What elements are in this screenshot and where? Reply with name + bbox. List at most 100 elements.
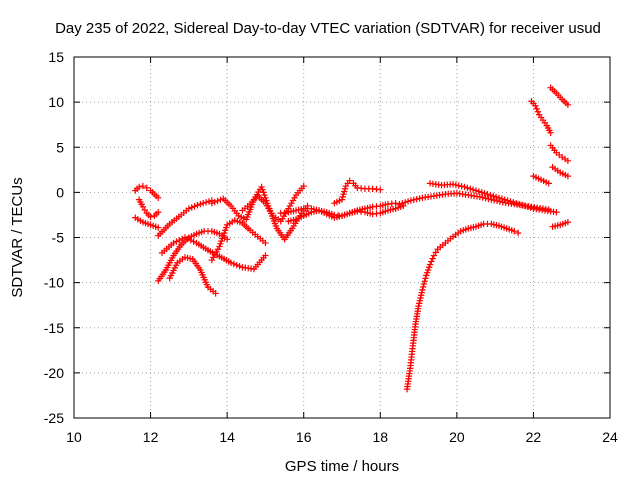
series-arc-b xyxy=(132,214,162,231)
x-axis-label: GPS time / hours xyxy=(285,458,399,475)
data-point-marker xyxy=(475,188,483,195)
series-arc-q xyxy=(528,98,554,137)
data-point-marker xyxy=(504,197,511,204)
data-point-marker xyxy=(188,204,195,211)
data-point-marker xyxy=(515,200,523,208)
data-point-marker xyxy=(212,290,219,297)
data-point-marker xyxy=(139,182,147,190)
series-arc-d xyxy=(155,197,216,239)
data-point-marker xyxy=(564,172,572,180)
data-point-marker xyxy=(421,277,428,285)
data-point-marker xyxy=(429,255,436,262)
y-tick-label: -15 xyxy=(44,320,64,336)
series-arc-v xyxy=(549,218,572,230)
x-tick-label: 16 xyxy=(296,429,312,445)
data-point-marker xyxy=(518,201,526,209)
data-point-marker xyxy=(197,200,204,208)
data-point-marker xyxy=(233,261,240,269)
series-arc-t xyxy=(530,172,552,187)
data-point-marker xyxy=(176,237,183,244)
y-tick-label: 10 xyxy=(48,94,64,110)
data-point-marker xyxy=(492,193,500,201)
y-tick-label: -10 xyxy=(44,275,64,291)
data-point-marker xyxy=(416,195,423,202)
data-point-marker xyxy=(147,213,154,220)
data-point-marker xyxy=(420,280,428,288)
series-arc-m xyxy=(331,177,384,207)
data-point-marker xyxy=(223,236,231,243)
series-arc-c xyxy=(135,196,162,220)
data-point-marker xyxy=(155,209,162,216)
x-tick-label: 14 xyxy=(219,429,235,445)
x-tick-labels: 10 12 14 16 18 20 22 24 xyxy=(66,429,618,445)
series-arc-n xyxy=(403,220,522,393)
series-arc-o xyxy=(396,190,552,213)
y-tick-label: 15 xyxy=(48,49,64,65)
x-tick-label: 18 xyxy=(372,429,388,445)
data-point-marker xyxy=(449,181,457,188)
data-points xyxy=(132,84,572,393)
x-tick-label: 22 xyxy=(526,429,542,445)
y-tick-label: -20 xyxy=(44,365,64,381)
data-point-marker xyxy=(524,203,531,211)
data-point-marker xyxy=(513,200,520,207)
data-point-marker xyxy=(534,108,542,115)
y-tick-label: 0 xyxy=(56,184,64,200)
grid-lines xyxy=(74,57,610,418)
data-point-marker xyxy=(194,202,201,209)
y-tick-labels: -25 -20 -15 -10 -5 0 5 10 15 xyxy=(44,49,64,426)
data-point-marker xyxy=(346,177,353,184)
data-point-marker xyxy=(507,198,514,205)
data-point-marker xyxy=(396,200,403,208)
data-point-marker xyxy=(532,102,539,109)
data-point-marker xyxy=(484,190,491,198)
data-point-marker xyxy=(419,283,427,291)
data-point-marker xyxy=(404,198,412,205)
data-point-marker xyxy=(455,182,462,189)
series-arc-p xyxy=(426,180,560,216)
data-point-marker xyxy=(510,199,517,206)
data-point-marker xyxy=(545,180,552,187)
data-point-marker xyxy=(135,183,143,191)
data-point-marker xyxy=(187,237,194,244)
axis-ticks xyxy=(73,56,611,419)
data-point-marker xyxy=(236,262,243,270)
data-point-marker xyxy=(527,204,534,211)
data-point-marker xyxy=(208,200,216,207)
data-point-marker xyxy=(514,229,522,237)
y-tick-label: 5 xyxy=(56,139,64,155)
data-point-marker xyxy=(178,235,186,243)
data-point-marker xyxy=(214,197,221,205)
data-point-marker xyxy=(419,286,426,294)
data-point-marker xyxy=(490,197,498,204)
data-point-marker xyxy=(533,105,540,112)
data-point-marker xyxy=(262,239,269,247)
x-tick-label: 10 xyxy=(66,429,82,445)
data-point-marker xyxy=(230,260,238,268)
data-point-marker xyxy=(464,184,471,192)
data-point-marker xyxy=(211,198,218,206)
data-point-marker xyxy=(401,199,409,206)
data-point-marker xyxy=(377,186,384,193)
data-point-marker xyxy=(173,238,180,245)
data-point-marker xyxy=(191,203,198,210)
data-point-marker xyxy=(472,187,480,194)
data-point-marker xyxy=(185,205,193,212)
chart-title: Day 235 of 2022, Sidereal Day-to-day VTE… xyxy=(55,20,601,37)
data-point-marker xyxy=(478,189,485,196)
data-point-marker xyxy=(410,196,417,204)
data-point-marker xyxy=(553,209,560,216)
series-arc-l xyxy=(285,200,399,225)
data-point-marker xyxy=(202,199,210,206)
data-point-marker xyxy=(413,195,420,203)
data-point-marker xyxy=(487,191,494,199)
data-point-marker xyxy=(143,184,150,192)
data-point-marker xyxy=(458,183,465,190)
series-arc-f xyxy=(166,254,219,297)
data-point-marker xyxy=(521,202,529,210)
data-point-marker xyxy=(155,224,162,231)
data-point-marker xyxy=(479,194,486,201)
data-point-marker xyxy=(547,129,554,137)
y-tick-label: -5 xyxy=(52,230,65,246)
